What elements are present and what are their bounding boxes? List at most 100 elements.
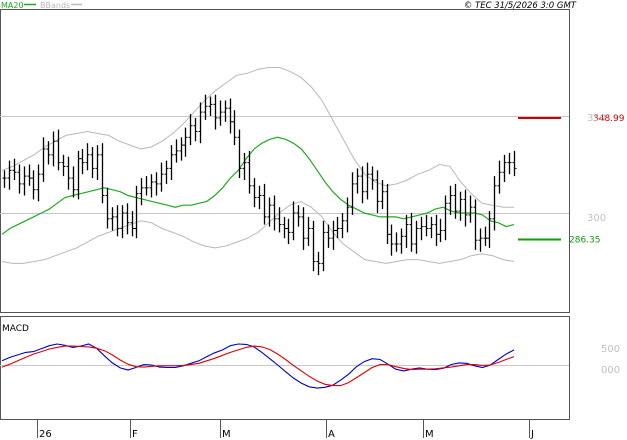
price-bar xyxy=(409,213,414,252)
price-bar xyxy=(360,166,365,204)
price-bar xyxy=(149,174,154,198)
x-tick-j: J xyxy=(530,429,534,440)
price-bar xyxy=(144,176,149,196)
price-bar xyxy=(370,166,375,190)
price-bar xyxy=(27,164,32,186)
price-bar xyxy=(105,187,110,229)
price-bar xyxy=(365,162,370,200)
price-bar xyxy=(316,251,321,276)
price-bar xyxy=(272,195,277,231)
price-panel-frame xyxy=(0,9,570,313)
price-bar xyxy=(414,220,419,254)
price-bar xyxy=(507,152,512,175)
price-bar xyxy=(51,131,56,167)
price-bar xyxy=(242,152,247,180)
macd-title: MACD xyxy=(2,324,29,334)
legend-ma-label: MA20 xyxy=(1,1,24,10)
price-bar xyxy=(419,216,424,241)
price-bar xyxy=(277,207,282,233)
price-bar xyxy=(237,129,242,179)
price-bar xyxy=(85,143,90,171)
price-bar xyxy=(404,214,409,248)
price-bar xyxy=(512,150,517,177)
price-bar xyxy=(306,216,311,246)
price-bar xyxy=(443,195,448,241)
price-bar xyxy=(41,137,46,182)
price-bar xyxy=(66,156,71,190)
price-bar xyxy=(473,199,478,250)
macd-line xyxy=(1,343,515,389)
price-bar xyxy=(492,176,497,231)
price-bars xyxy=(2,94,517,276)
price-bar xyxy=(12,158,17,180)
x-tick-m2: M xyxy=(425,429,434,440)
price-bar xyxy=(257,185,262,210)
price-bar xyxy=(223,100,228,122)
price-bar xyxy=(453,183,458,219)
price-bar xyxy=(125,203,130,235)
x-tick-26: 26 xyxy=(39,429,52,440)
price-bar xyxy=(350,172,355,215)
price-bar xyxy=(282,216,287,239)
price-bar xyxy=(22,166,27,196)
price-bar xyxy=(179,137,184,161)
macd-tick-500: 500 xyxy=(601,344,620,355)
price-bar xyxy=(429,216,434,239)
price-bar xyxy=(448,185,453,215)
price-bar xyxy=(355,168,360,194)
price-bar xyxy=(100,143,105,204)
price-bar xyxy=(394,232,399,252)
x-tick-m1: M xyxy=(222,429,231,440)
price-bar xyxy=(228,98,233,134)
price-bar xyxy=(286,218,291,244)
price-bar xyxy=(95,145,100,180)
price-bar xyxy=(56,129,61,171)
price-bar xyxy=(247,150,252,194)
price-bar xyxy=(130,211,135,237)
price-bar xyxy=(154,172,159,196)
price-bar xyxy=(188,114,193,146)
price-bar xyxy=(497,160,502,194)
price-bar xyxy=(232,110,237,146)
signal-line xyxy=(1,345,515,387)
price-bar xyxy=(120,205,125,239)
price-bar xyxy=(262,183,267,225)
price-bar xyxy=(169,145,174,180)
price-bar xyxy=(321,220,326,272)
price-bar xyxy=(335,216,340,239)
price-bar xyxy=(478,228,483,252)
price-bar xyxy=(115,205,120,237)
price-bar xyxy=(438,218,443,243)
price-bar xyxy=(17,164,22,194)
x-tick-f: F xyxy=(132,429,138,440)
price-bar xyxy=(198,102,203,144)
price-bar xyxy=(375,170,380,213)
x-ticks xyxy=(37,419,530,438)
price-bar xyxy=(71,166,76,198)
price-bar xyxy=(139,178,144,206)
price-bar xyxy=(193,117,198,142)
price-bar xyxy=(267,197,272,227)
price-bar xyxy=(174,139,179,163)
price-bar xyxy=(502,154,507,182)
price-bar xyxy=(291,201,296,241)
macd-tick-000: 000 xyxy=(601,365,620,376)
price-bar xyxy=(458,191,463,221)
ma20-line xyxy=(1,136,515,235)
legend-bb-label: BBands xyxy=(40,1,70,10)
price-bar xyxy=(76,150,81,200)
price-bar xyxy=(311,220,316,272)
price-bar xyxy=(2,170,7,188)
price-bar xyxy=(90,147,95,179)
price-bar xyxy=(80,149,85,175)
price-bar xyxy=(385,183,390,244)
price-bar xyxy=(434,214,439,246)
price-bar xyxy=(252,178,257,208)
bbands-lower-line xyxy=(1,200,515,264)
y-tick-300: 300 xyxy=(587,213,606,224)
price-bar xyxy=(218,100,223,126)
price-bar xyxy=(7,160,12,190)
resistance-level-label: 348.99 xyxy=(593,114,625,124)
price-bar xyxy=(110,207,115,231)
